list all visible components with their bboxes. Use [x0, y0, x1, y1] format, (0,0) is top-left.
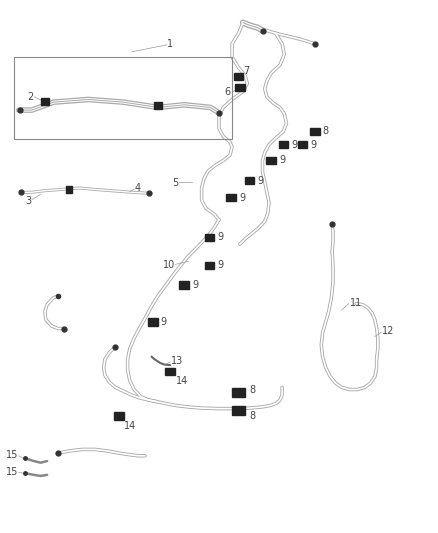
- Text: 9: 9: [217, 261, 223, 270]
- Text: 9: 9: [192, 280, 198, 290]
- Bar: [234, 73, 244, 80]
- Bar: [266, 157, 276, 164]
- Bar: [279, 141, 288, 148]
- Text: 9: 9: [279, 156, 285, 165]
- Bar: [205, 262, 214, 269]
- Bar: [233, 389, 245, 397]
- Text: 15: 15: [6, 450, 18, 460]
- Text: 6: 6: [225, 86, 231, 96]
- Text: 5: 5: [172, 177, 178, 188]
- Text: 9: 9: [217, 232, 223, 243]
- Text: 9: 9: [291, 140, 297, 150]
- Text: 11: 11: [350, 297, 362, 308]
- Text: 4: 4: [134, 183, 140, 193]
- Bar: [66, 187, 72, 193]
- Text: 1: 1: [167, 39, 173, 49]
- Bar: [166, 368, 175, 375]
- Text: 13: 13: [171, 356, 184, 366]
- Text: 3: 3: [25, 196, 32, 206]
- Text: 12: 12: [382, 326, 395, 336]
- Text: 14: 14: [176, 376, 188, 386]
- Bar: [180, 281, 189, 289]
- Text: 9: 9: [161, 317, 167, 327]
- Bar: [298, 141, 307, 148]
- Text: 8: 8: [322, 126, 328, 136]
- Bar: [310, 127, 320, 135]
- Bar: [41, 98, 49, 104]
- Text: 9: 9: [257, 175, 263, 185]
- Text: 14: 14: [124, 421, 136, 431]
- Text: 7: 7: [243, 67, 249, 76]
- Text: 10: 10: [163, 261, 176, 270]
- Bar: [245, 177, 254, 184]
- Text: 8: 8: [250, 411, 256, 421]
- Bar: [226, 194, 236, 201]
- Bar: [154, 102, 162, 109]
- Bar: [235, 84, 245, 91]
- Bar: [233, 407, 245, 415]
- Bar: [114, 412, 124, 420]
- Text: 9: 9: [311, 140, 317, 150]
- Text: 8: 8: [250, 385, 256, 395]
- Text: 15: 15: [6, 467, 18, 477]
- Text: 9: 9: [239, 192, 245, 203]
- Bar: [148, 318, 158, 326]
- Text: 2: 2: [28, 92, 34, 102]
- Bar: [14, 57, 232, 139]
- Bar: [205, 233, 214, 241]
